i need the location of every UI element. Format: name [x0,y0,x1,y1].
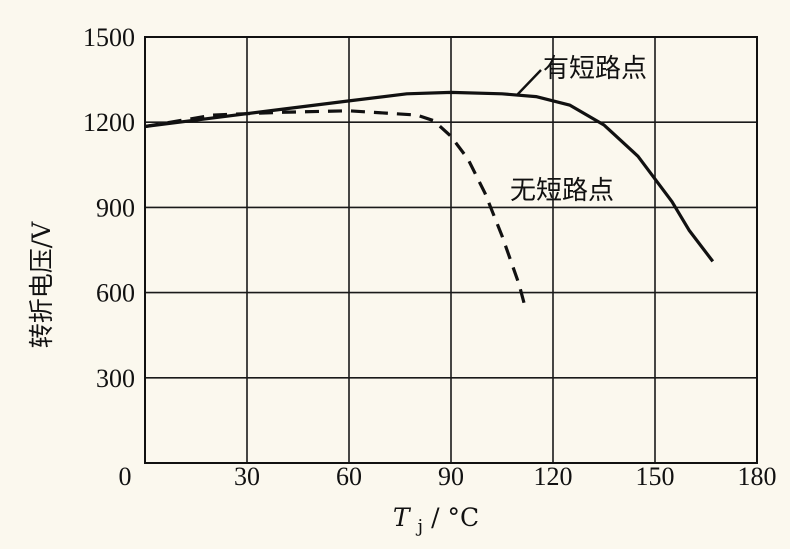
y-tick-label: 300 [96,364,135,393]
y-tick-label: 1200 [83,108,135,137]
x-axis-label-subscript: j [416,516,424,537]
series-label-no-short: 无短路点 [510,176,614,206]
y-tick-label: 600 [96,279,135,308]
x-tick-label: 150 [636,462,675,491]
x-tick-label: 180 [738,462,777,491]
x-tick-label: 120 [534,462,573,491]
y-tick-label: 900 [96,193,135,222]
series-line-shorted [144,90,715,263]
x-tick-label: 0 [119,462,132,491]
y-tick-label: 1500 [83,23,135,52]
x-axis-label-main: T [393,503,412,532]
x-tick-label: 90 [438,462,464,491]
x-tick-label: 60 [336,462,362,491]
series-label-shorted: 有短路点 [543,54,647,84]
grid-layer [145,37,757,463]
series-label-leader [516,69,542,96]
axes-layer: 0 30 60 90 120 150 180 300 600 900 1200 1500 [83,23,777,491]
series-line-no-short [144,109,528,311]
x-tick-label: 30 [234,462,260,491]
x-axis-label: T j / °C [393,503,479,538]
series-layer [144,69,715,311]
plot-frame [144,36,758,464]
x-axis-label-unit: / °C [431,503,479,532]
y-axis-label: 转折电压/V [27,221,56,348]
